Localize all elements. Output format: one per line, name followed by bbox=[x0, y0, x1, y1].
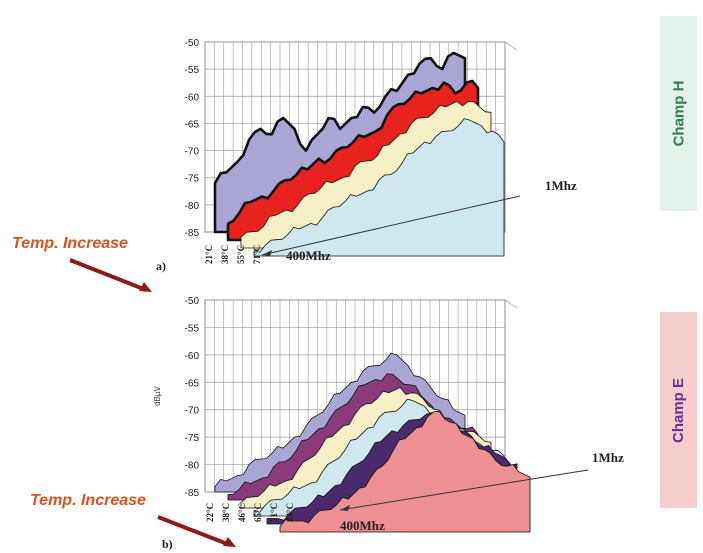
x-axis-end-label: 1Mhz bbox=[592, 450, 624, 465]
y-tick-label: -85 bbox=[185, 228, 200, 239]
y-tick-label: -50 bbox=[185, 296, 200, 307]
series-label: 55°C bbox=[236, 245, 246, 264]
series-area-84°C bbox=[279, 410, 531, 533]
series-label: 38°C bbox=[221, 503, 231, 522]
y-tick-label: -65 bbox=[185, 378, 200, 389]
chart-subtitle: a) bbox=[156, 259, 166, 273]
x-axis-end-label: 1Mhz bbox=[545, 178, 577, 193]
series-label: 84°C bbox=[285, 503, 295, 522]
frequency-arrow-line bbox=[339, 469, 589, 511]
temp-increase-arrow bbox=[157, 515, 231, 547]
y-tick-label: -80 bbox=[185, 461, 200, 472]
temp-increase-arrowhead bbox=[139, 282, 152, 292]
series-label: 38°C bbox=[220, 245, 230, 264]
temp-increase-label: Temp. Increase bbox=[12, 235, 128, 252]
series-label: 71°C bbox=[252, 245, 262, 264]
y-axis-label: dBµV bbox=[153, 385, 162, 405]
series-label: 71°C bbox=[269, 503, 279, 522]
chart-subtitle: b) bbox=[162, 537, 173, 551]
y-tick-label: -85 bbox=[185, 488, 200, 499]
y-tick-label: -70 bbox=[185, 406, 200, 417]
temp-increase-arrowhead bbox=[223, 537, 236, 547]
frequency-arrow-line bbox=[261, 195, 521, 256]
champ-h-panel: Champ H bbox=[660, 16, 697, 211]
y-tick-label: -60 bbox=[185, 92, 200, 103]
chart-champ-h: -50 -55 -60 -65 -70 -75 -80 -85 21°C 38°C 55°C 71°C… bbox=[156, 38, 577, 273]
y-tick-label: -65 bbox=[185, 119, 200, 130]
x-axis-start-label: 400Mhz bbox=[340, 518, 385, 533]
y-tick-label: -75 bbox=[185, 174, 200, 185]
series-label: 22°C bbox=[205, 503, 215, 522]
x-axis-start-label: 400Mhz bbox=[286, 248, 331, 263]
series-label: 46°C bbox=[237, 503, 247, 522]
temp-increase-arrow bbox=[69, 258, 147, 292]
y-tick-label: -55 bbox=[185, 323, 200, 334]
champ-e-panel: Champ E bbox=[660, 312, 697, 508]
side-wall-edge bbox=[504, 41, 518, 51]
champ-e-label: Champ E bbox=[670, 377, 688, 443]
y-tick-label: -55 bbox=[185, 65, 200, 76]
y-tick-label: -75 bbox=[185, 433, 200, 444]
series-label: 65°C bbox=[253, 503, 263, 522]
y-tick-label: -70 bbox=[185, 147, 200, 158]
side-wall-edge bbox=[504, 299, 518, 309]
series-area-71°C bbox=[253, 118, 505, 257]
y-tick-label: -80 bbox=[185, 201, 200, 212]
y-tick-label: -60 bbox=[185, 351, 200, 362]
chart-champ-e: -50 -55 -60 -65 -70 -75 -80 -85 dBµV 22°C 38°C 46°C… bbox=[153, 296, 624, 551]
champ-h-label: Champ H bbox=[670, 80, 687, 147]
y-tick-label: -50 bbox=[185, 38, 200, 49]
temp-increase-label: Temp. Increase bbox=[30, 492, 146, 509]
series-label: 21°C bbox=[204, 245, 214, 264]
frequency-arrowhead bbox=[262, 250, 272, 256]
frequency-arrowhead bbox=[340, 505, 350, 511]
